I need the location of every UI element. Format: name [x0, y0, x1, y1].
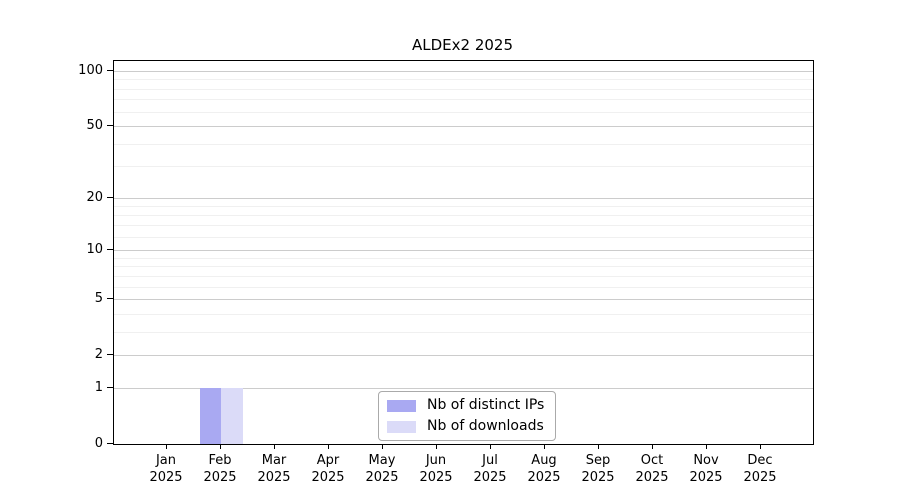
x-tick-mark-nov [705, 444, 707, 449]
x-tick-label-dec: Dec 2025 [733, 452, 787, 486]
gridline-8 [114, 266, 813, 268]
y-tick-mark-100 [107, 70, 114, 72]
y-tick-label-100: 100 [78, 63, 103, 78]
x-tick-mark-jun [435, 444, 437, 449]
gridline-30 [114, 166, 813, 168]
y-tick-mark-2 [107, 354, 114, 356]
gridline-3 [114, 331, 813, 333]
x-tick-year: 2025 [635, 470, 669, 485]
x-tick-month: Apr [316, 453, 340, 468]
x-tick-year: 2025 [473, 470, 507, 485]
gridline-14 [114, 225, 813, 227]
x-tick-mark-aug [543, 444, 545, 449]
x-tick-mark-jul [489, 444, 491, 449]
x-tick-label-may: May 2025 [355, 452, 409, 486]
x-tick-label-oct: Oct 2025 [625, 452, 679, 486]
x-tick-month: Jun [425, 453, 447, 468]
x-tick-mark-sep [597, 444, 599, 449]
x-tick-month: Mar [261, 453, 287, 468]
gridline-16 [114, 215, 813, 217]
legend-swatch-downloads [387, 420, 416, 433]
gridline-20 [114, 197, 813, 199]
gridline-7 [114, 275, 813, 277]
x-tick-mark-mar [273, 444, 275, 449]
y-tick-label-1: 1 [94, 379, 103, 395]
x-tick-year: 2025 [581, 470, 615, 485]
y-tick-mark-1 [107, 386, 114, 389]
gridline-60 [114, 111, 813, 113]
bar-feb-distinct-ips [199, 387, 221, 444]
x-tick-year: 2025 [149, 470, 183, 485]
gridline-4 [114, 313, 813, 315]
x-tick-label-mar: Mar 2025 [247, 452, 301, 486]
x-tick-year: 2025 [419, 470, 453, 485]
x-tick-mark-apr [327, 444, 329, 449]
x-tick-label-nov: Nov 2025 [679, 452, 733, 486]
gridline-50 [114, 126, 813, 128]
gridline-5 [114, 299, 813, 301]
y-tick-mark-0 [107, 443, 114, 445]
legend-item-downloads: Nb of downloads [387, 418, 544, 435]
x-tick-label-apr: Apr 2025 [301, 452, 355, 486]
gridline-12 [114, 236, 813, 238]
x-tick-year: 2025 [203, 470, 237, 485]
legend: Nb of distinct IPs Nb of downloads [378, 391, 557, 441]
y-tick-mark-50 [107, 125, 114, 127]
y-tick-label-2: 2 [94, 347, 103, 363]
x-tick-month: Oct [640, 453, 664, 468]
x-tick-mark-feb [219, 444, 221, 449]
x-tick-year: 2025 [257, 470, 291, 485]
y-tick-mark-5 [107, 298, 114, 300]
gridline-1 [114, 387, 813, 389]
x-tick-month: May [368, 453, 396, 468]
bar-feb-downloads [221, 387, 243, 444]
x-tick-year: 2025 [743, 470, 777, 485]
x-tick-mark-dec [759, 444, 761, 449]
legend-label-distinct-ips: Nb of distinct IPs [427, 397, 545, 413]
x-tick-mark-may [381, 444, 383, 449]
y-tick-label-10: 10 [86, 242, 103, 258]
gridline-70 [114, 99, 813, 101]
x-tick-month: Sep [585, 453, 611, 468]
y-tick-mark-10 [107, 249, 114, 251]
x-tick-year: 2025 [689, 470, 723, 485]
gridline-9 [114, 257, 813, 259]
gridline-90 [114, 79, 813, 81]
x-tick-label-jul: Jul 2025 [463, 452, 517, 486]
x-tick-month: Aug [531, 453, 557, 468]
legend-label-downloads: Nb of downloads [427, 418, 544, 434]
x-tick-year: 2025 [365, 470, 399, 485]
x-tick-month: Nov [693, 453, 719, 468]
x-tick-month: Dec [747, 453, 773, 468]
x-tick-label-jan: Jan 2025 [139, 452, 193, 486]
gridline-40 [114, 143, 813, 145]
x-tick-label-aug: Aug 2025 [517, 452, 571, 486]
x-tick-mark-oct [651, 444, 653, 449]
gridline-100 [114, 71, 813, 72]
y-tick-label-20: 20 [86, 189, 103, 205]
x-tick-year: 2025 [311, 470, 345, 485]
plot-area: Nb of distinct IPs Nb of downloads [113, 60, 814, 445]
x-tick-month: Jul [482, 453, 498, 468]
x-tick-label-feb: Feb 2025 [193, 452, 247, 486]
y-tick-label-5: 5 [94, 291, 103, 307]
gridline-18 [114, 206, 813, 208]
gridline-80 [114, 88, 813, 90]
legend-item-distinct-ips: Nb of distinct IPs [387, 397, 544, 414]
x-tick-mark-jan [165, 444, 167, 449]
x-tick-label-sep: Sep 2025 [571, 452, 625, 486]
x-tick-year: 2025 [527, 470, 561, 485]
x-tick-month: Jan [155, 453, 177, 468]
y-tick-label-50: 50 [86, 118, 103, 134]
legend-swatch-distinct-ips [387, 399, 416, 412]
y-tick-mark-20 [107, 196, 114, 199]
gridline-10 [114, 250, 813, 252]
gridline-6 [114, 286, 813, 288]
gridline-2 [114, 355, 813, 357]
chart-title: ALDEx2 2025 [411, 36, 513, 54]
y-tick-label-0: 0 [94, 436, 103, 451]
x-tick-label-jun: Jun 2025 [409, 452, 463, 486]
x-tick-month: Feb [208, 453, 232, 468]
